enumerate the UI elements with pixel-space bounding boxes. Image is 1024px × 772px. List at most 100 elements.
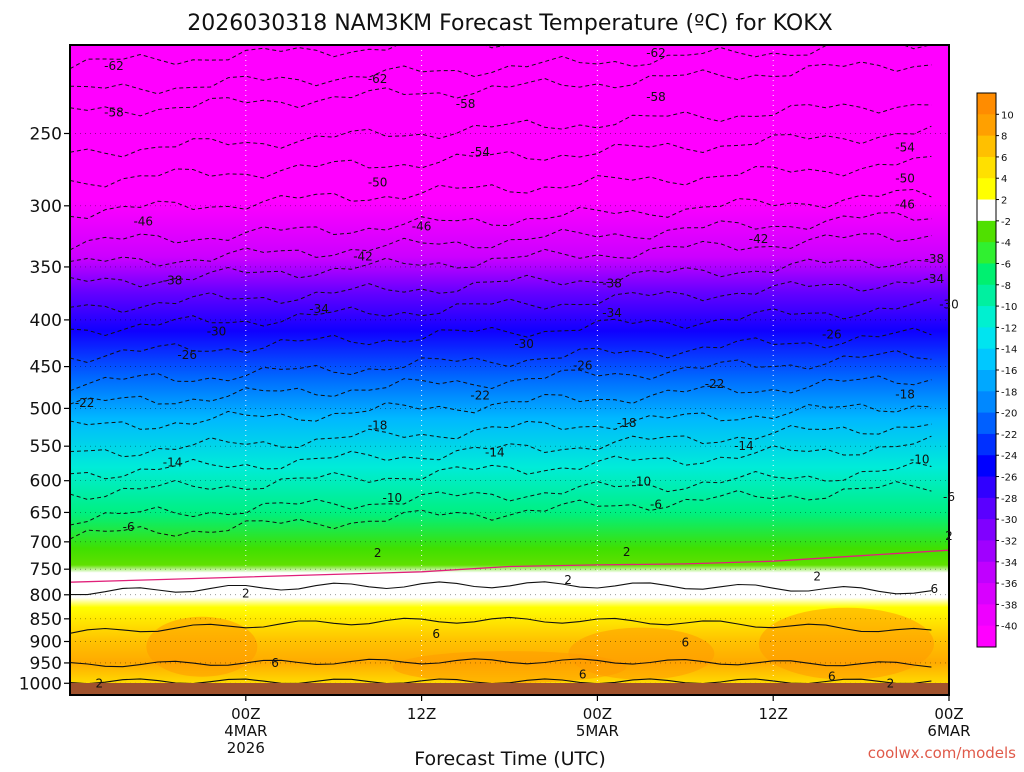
- colorbar-tick-label: -10: [1001, 302, 1017, 313]
- colorbar-tick-label: 8: [1001, 132, 1007, 143]
- contour-label: -10: [632, 474, 652, 488]
- contour-label: 6: [432, 627, 440, 641]
- contour-label: -50: [895, 171, 915, 185]
- colorbar-tick-label: -38: [1001, 600, 1017, 611]
- contour-label: -62: [646, 46, 666, 60]
- contour-label-text: -14: [734, 439, 754, 453]
- isotherm-contour: [70, 298, 932, 364]
- contour-label-text: -10: [632, 474, 652, 488]
- contour-label-text: 6: [931, 582, 939, 596]
- colorbar-tick-label: -28: [1001, 494, 1017, 505]
- isotherm-contour: [70, 45, 932, 95]
- colorbar: 10 8 6 4 2 -2 -4 -6 -8 -10 -12 -14 -16 -18 -20 -22 -24 -2…: [976, 92, 1017, 648]
- colorbar-bin: [977, 476, 996, 499]
- contour-label-text: -26: [573, 359, 593, 373]
- contour-label: 2: [887, 677, 895, 691]
- x-tick-label: 4MAR: [224, 722, 267, 740]
- isotherm-contour: [70, 258, 932, 314]
- colorbar-bin: [977, 519, 996, 541]
- contour-label: 6: [579, 667, 587, 681]
- contour-label: -10: [910, 453, 930, 467]
- contour-label: -6: [650, 497, 662, 511]
- contour-label: -18: [617, 416, 637, 430]
- colorbar-tick-label: -18: [1001, 387, 1017, 398]
- colorbar-tick-label: -26: [1001, 473, 1017, 484]
- contour-label: -46: [412, 219, 432, 233]
- contour-label: -62: [104, 59, 124, 73]
- contour-label-text: -30: [939, 298, 959, 312]
- contour-label-text: 6: [681, 635, 689, 649]
- contour-label-text: -10: [910, 453, 930, 467]
- contour-label-text: -50: [368, 176, 388, 190]
- y-tick-label: 250: [30, 124, 62, 144]
- contour-label: -6: [943, 490, 955, 504]
- contour-label-text: -34: [602, 306, 622, 320]
- x-tick-label: 00Z: [934, 705, 963, 723]
- colorbar-bin: [977, 284, 996, 307]
- contour-label-text: 6: [579, 667, 587, 681]
- chart-title: 2026030318 NAM3KM Forecast Temperature (…: [187, 11, 832, 36]
- y-tick-label: 800: [30, 586, 62, 606]
- contour-label: 6: [271, 656, 279, 670]
- contour-label: -58: [646, 90, 666, 104]
- colorbar-bin: [977, 178, 996, 201]
- contour-label-text: -6: [123, 520, 135, 534]
- colorbar-bin: [977, 391, 996, 414]
- colorbar-tick-label: 2: [1001, 196, 1007, 207]
- contour-label: -54: [470, 145, 490, 159]
- contour-label: 2: [813, 570, 821, 584]
- colorbar-bin: [977, 135, 996, 158]
- contour-label: -62: [368, 72, 388, 86]
- contour-label: -34: [602, 306, 622, 320]
- warm-region: [392, 651, 627, 684]
- contour-label: 6: [681, 635, 689, 649]
- x-tick-label: 00Z: [231, 705, 260, 723]
- isotherm-contour: [70, 212, 932, 267]
- contour-label: -34: [925, 272, 945, 286]
- x-tick-label: 00Z: [583, 705, 612, 723]
- contour-label: -18: [895, 388, 915, 402]
- contour-label-text: -58: [456, 97, 476, 111]
- contour-label-text: -50: [895, 171, 915, 185]
- contour-label-text: -26: [177, 348, 197, 362]
- y-axis: 2503003504004505005506006507007508008509…: [19, 124, 70, 694]
- contour-label-text: 6: [432, 627, 440, 641]
- y-tick-label: 950: [30, 654, 62, 674]
- contour-label-text: -34: [925, 272, 945, 286]
- contour-labels: -62-62-62-58-58 -58-54 -54-50 -50-46 -46-46-…: [75, 46, 959, 691]
- contour-label-text: -54: [895, 141, 915, 155]
- contour-label: -30: [939, 298, 959, 312]
- contour-label-text: -6: [943, 490, 955, 504]
- contour-label: -22: [75, 396, 95, 410]
- contour-label-text: -38: [925, 252, 945, 266]
- ground-surface: [70, 683, 949, 695]
- contour-label-text: -30: [207, 325, 227, 339]
- colorbar-bin: [977, 242, 996, 264]
- y-tick-label: 600: [30, 472, 62, 492]
- contour-label-text: -54: [470, 145, 490, 159]
- contour-label-text: 2: [623, 545, 631, 559]
- contour-label-text: -46: [412, 219, 432, 233]
- contour-label: -46: [133, 214, 153, 228]
- colorbar-tick-label: -20: [1001, 409, 1017, 420]
- colorbar-tick-label: -2: [1001, 217, 1011, 228]
- contour-label-text: -46: [133, 214, 153, 228]
- contour-label: -50: [368, 176, 388, 190]
- colorbar-bin: [977, 327, 996, 350]
- colorbar-bin: [977, 412, 996, 435]
- plot-area: [70, 45, 949, 695]
- colorbar-bin: [977, 220, 996, 243]
- contour-label-text: -58: [104, 105, 124, 119]
- isotherm-contour: [70, 435, 932, 501]
- x-tick-label: 6MAR: [927, 722, 970, 740]
- isotherm-contour: [70, 103, 932, 158]
- contour-label: 6: [828, 669, 836, 683]
- contour-label-text: -6: [650, 497, 662, 511]
- contour-label: 2: [564, 573, 572, 587]
- isotherm-contour: [70, 481, 932, 540]
- colorbar-bin: [977, 455, 996, 478]
- contour-label: -38: [925, 252, 945, 266]
- colorbar-bin: [977, 583, 996, 605]
- contour-label: -42: [353, 250, 373, 264]
